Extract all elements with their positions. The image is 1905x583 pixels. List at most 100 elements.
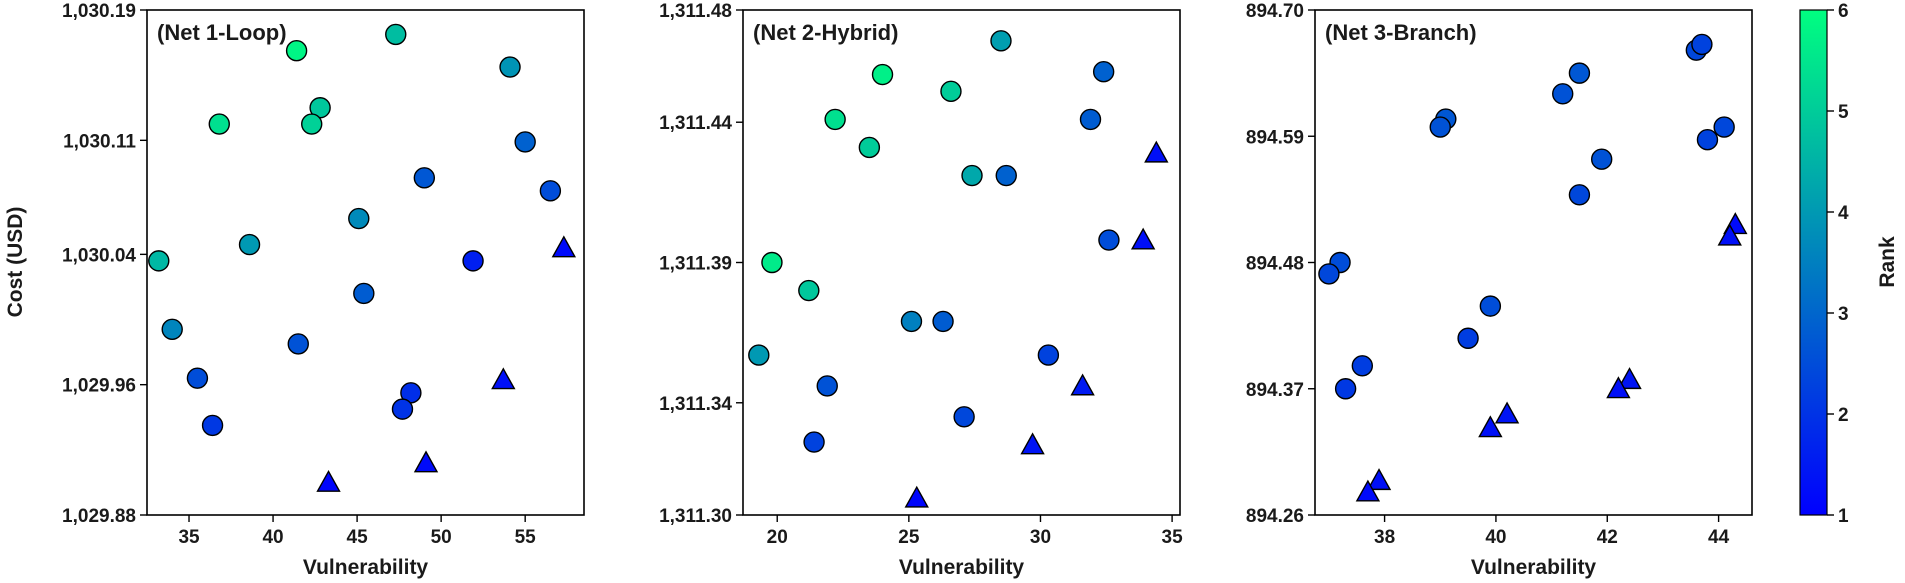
x-tick-label: 44 bbox=[1708, 527, 1730, 548]
triangle-marker bbox=[1478, 415, 1503, 438]
circle-marker bbox=[932, 310, 954, 333]
x-tick-label: 42 bbox=[1597, 527, 1618, 548]
x-tick-label: 50 bbox=[431, 527, 452, 548]
circle-marker bbox=[961, 164, 983, 187]
triangle-marker bbox=[1717, 223, 1742, 246]
circle-marker bbox=[803, 431, 825, 453]
y-tick-label: 1,311.39 bbox=[659, 254, 732, 275]
triangle-marker bbox=[491, 367, 516, 390]
circle-marker bbox=[385, 23, 407, 46]
y-tick-label: 894.26 bbox=[1246, 506, 1304, 527]
x-axis-ticks: 38 40 42 44 bbox=[1374, 515, 1730, 548]
triangle-marker bbox=[551, 235, 577, 258]
triangle-marker bbox=[1494, 401, 1520, 424]
circle-marker bbox=[462, 250, 484, 272]
circle-marker bbox=[940, 80, 962, 103]
scatter-panel-net3-branch: (Net 3-Branch) Vulnerability 38 40 42 44 89… bbox=[1246, 1, 1753, 579]
plot-frame bbox=[146, 9, 585, 516]
triangle-marker bbox=[413, 450, 439, 473]
circle-marker bbox=[499, 56, 521, 78]
data-points bbox=[1318, 33, 1748, 502]
circle-marker bbox=[1696, 128, 1719, 151]
panel-title: (Net 2-Hybrid) bbox=[753, 20, 898, 45]
circle-marker bbox=[858, 136, 881, 159]
x-tick-label: 40 bbox=[1485, 527, 1506, 548]
x-axis-title: Vulnerability bbox=[303, 556, 429, 579]
circle-marker bbox=[1351, 355, 1374, 377]
x-tick-label: 40 bbox=[262, 527, 283, 548]
panel-title: (Net 3-Branch) bbox=[1325, 20, 1477, 45]
circle-marker bbox=[413, 167, 436, 189]
circle-marker bbox=[148, 250, 170, 272]
circle-marker bbox=[871, 63, 894, 86]
circle-marker bbox=[391, 398, 414, 420]
plot-frame bbox=[1314, 9, 1753, 516]
circle-marker bbox=[995, 164, 1017, 187]
y-axis-ticks: 1,029.88 1,029.96 1,030.04 1,030.11 1,030.19 bbox=[62, 1, 147, 527]
y-tick-label: 1,311.44 bbox=[659, 113, 732, 134]
y-tick-label: 1,311.30 bbox=[659, 506, 732, 527]
x-tick-label: 45 bbox=[347, 527, 369, 548]
circle-marker bbox=[238, 233, 261, 256]
circle-marker bbox=[1552, 83, 1574, 105]
triangle-marker bbox=[904, 485, 929, 508]
colorbar-tick-label: 4 bbox=[1838, 203, 1849, 224]
x-tick-label: 35 bbox=[178, 527, 200, 548]
circle-marker bbox=[1590, 148, 1613, 170]
circle-marker bbox=[824, 108, 846, 131]
colorbar-tick-label: 1 bbox=[1838, 506, 1849, 527]
panel-title: (Net 1-Loop) bbox=[157, 20, 287, 45]
y-tick-label: 1,311.48 bbox=[659, 1, 732, 22]
triangle-marker bbox=[1020, 432, 1045, 455]
y-tick-label: 1,029.96 bbox=[62, 376, 136, 397]
circle-marker bbox=[900, 310, 923, 333]
y-tick-label: 1,311.34 bbox=[659, 394, 732, 415]
y-tick-label: 894.59 bbox=[1246, 127, 1304, 148]
circle-marker bbox=[1568, 62, 1591, 84]
circle-marker bbox=[186, 367, 209, 389]
x-tick-label: 55 bbox=[515, 527, 537, 548]
circle-marker bbox=[348, 207, 370, 230]
circle-marker bbox=[208, 113, 230, 135]
circle-marker bbox=[953, 406, 975, 428]
circle-marker bbox=[1092, 61, 1115, 83]
data-points bbox=[748, 30, 1169, 508]
circle-marker bbox=[1318, 263, 1340, 285]
circle-marker bbox=[285, 40, 308, 62]
circle-marker bbox=[1334, 378, 1357, 400]
triangle-marker bbox=[1144, 140, 1169, 163]
circle-marker bbox=[1457, 327, 1479, 349]
colorbar-tick-label: 3 bbox=[1838, 304, 1849, 325]
colorbar-tick-label: 2 bbox=[1838, 405, 1849, 426]
circle-marker bbox=[161, 318, 183, 340]
y-tick-label: 1,030.04 bbox=[62, 245, 136, 266]
circle-marker bbox=[1037, 344, 1060, 366]
triangle-marker bbox=[1355, 479, 1381, 502]
colorbar-gradient bbox=[1799, 9, 1828, 516]
circle-marker bbox=[761, 251, 783, 274]
y-tick-label: 1,030.19 bbox=[62, 1, 136, 22]
x-tick-label: 35 bbox=[1162, 527, 1184, 548]
triangle-marker bbox=[1606, 376, 1631, 399]
circle-marker bbox=[287, 333, 309, 355]
y-axis-ticks: 1,311.30 1,311.34 1,311.39 1,311.44 1,311.48 bbox=[659, 1, 743, 527]
circle-marker bbox=[1098, 229, 1120, 251]
x-tick-label: 30 bbox=[1030, 527, 1051, 548]
scatter-panel-net2-hybrid: (Net 2-Hybrid) Vulnerability 20 25 30 35 1,… bbox=[659, 1, 1183, 579]
circle-marker bbox=[798, 279, 820, 302]
triangle-marker bbox=[1070, 373, 1095, 396]
x-tick-label: 25 bbox=[898, 527, 920, 548]
y-axis-title: Cost (USD) bbox=[4, 207, 27, 318]
x-axis-title: Vulnerability bbox=[899, 556, 1025, 579]
circle-marker bbox=[1691, 33, 1713, 56]
colorbar-tick-label: 5 bbox=[1838, 102, 1849, 123]
y-tick-label: 1,030.11 bbox=[63, 131, 136, 152]
x-tick-label: 38 bbox=[1374, 527, 1395, 548]
x-axis-ticks: 35 40 45 50 55 bbox=[178, 515, 536, 548]
triangle-marker bbox=[1366, 468, 1392, 491]
y-axis-ticks: 894.26 894.37 894.48 894.59 894.70 bbox=[1246, 1, 1315, 527]
x-axis-ticks: 20 25 30 35 bbox=[767, 515, 1183, 548]
triangle-marker bbox=[316, 469, 341, 492]
y-tick-label: 894.70 bbox=[1246, 1, 1304, 22]
circle-marker bbox=[1479, 295, 1502, 317]
